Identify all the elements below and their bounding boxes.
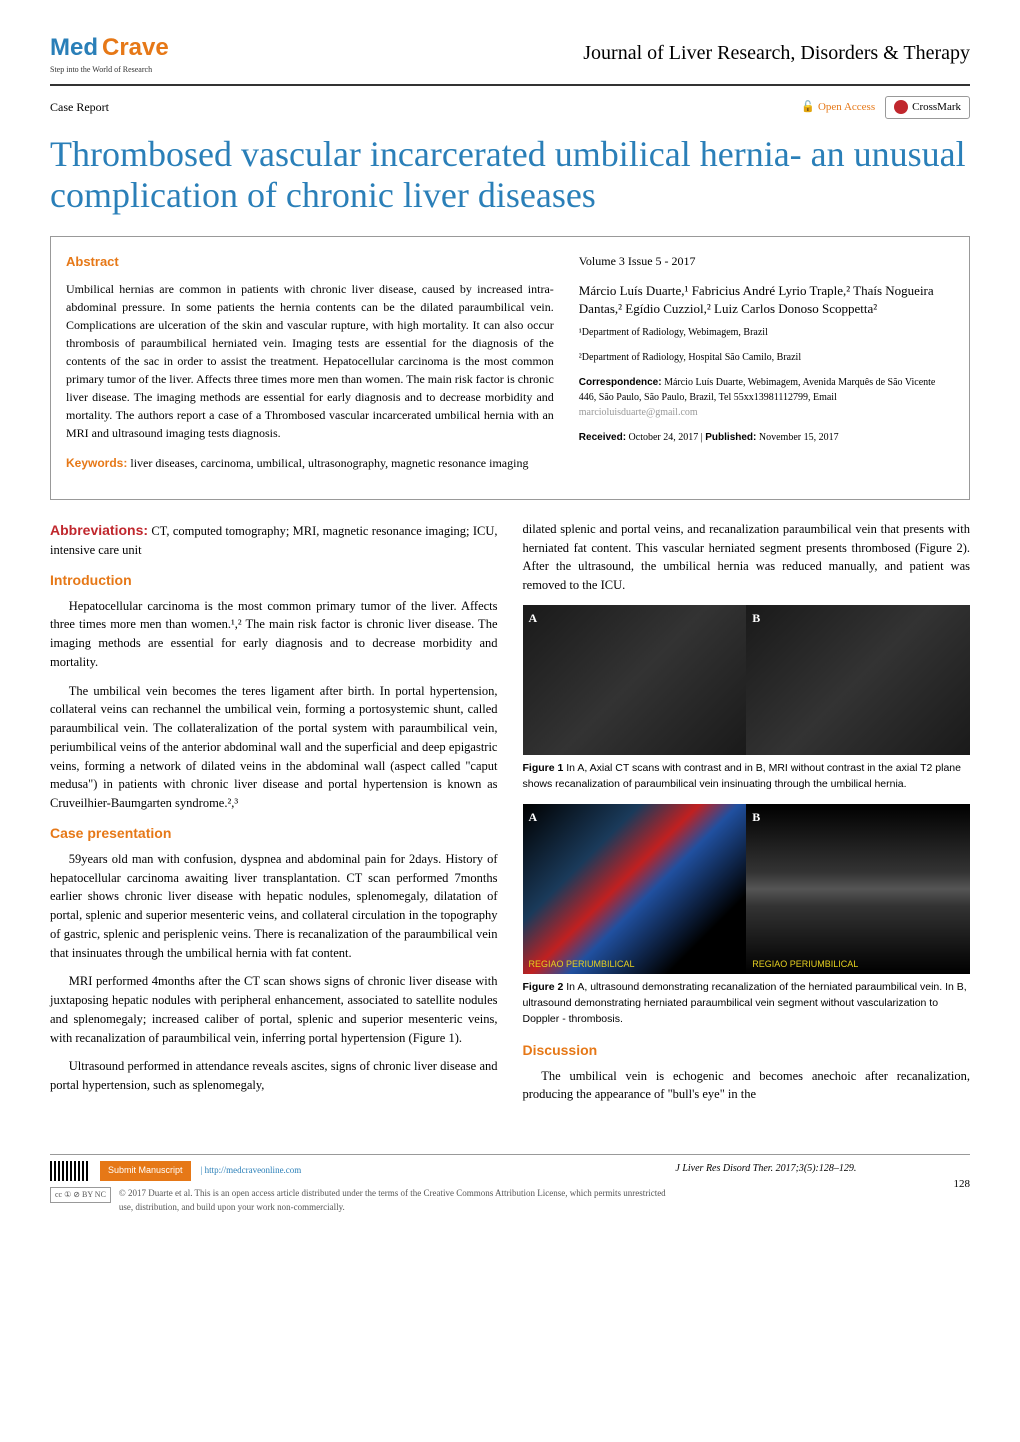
- lock-open-icon: 🔓: [801, 99, 815, 116]
- discussion-heading: Discussion: [523, 1040, 971, 1061]
- abbreviations: Abbreviations: CT, computed tomography; …: [50, 520, 498, 560]
- abstract-left: Abstract Umbilical hernias are common in…: [66, 252, 554, 484]
- figure-1-panel-a: A: [523, 605, 747, 755]
- open-access-label: Open Access: [818, 99, 875, 116]
- discussion-p1: The umbilical vein is echogenic and beco…: [523, 1067, 971, 1105]
- figure-2-label: Figure 2: [523, 981, 564, 993]
- introduction-heading: Introduction: [50, 570, 498, 591]
- logo: MedCrave: [50, 30, 169, 66]
- panel-label-a: A: [529, 609, 538, 627]
- crossmark-icon: [894, 100, 908, 114]
- footer-left-block: Submit Manuscript | http://medcraveonlin…: [50, 1161, 675, 1214]
- footer-left: Submit Manuscript | http://medcraveonlin…: [50, 1161, 675, 1181]
- figure-2-panel-a: A REGIAO PERIUMBILICAL: [523, 804, 747, 974]
- case-p1: 59years old man with confusion, dyspnea …: [50, 850, 498, 963]
- submit-label: Submit Manuscript: [108, 1165, 183, 1175]
- citation: J Liver Res Disord Ther. 2017;3(5):128–1…: [675, 1163, 856, 1174]
- intro-p1: Hepatocellular carcinoma is the most com…: [50, 597, 498, 672]
- badges: 🔓 Open Access CrossMark: [801, 96, 970, 119]
- panel-label-b: B: [752, 609, 760, 627]
- logo-block: MedCrave Step into the World of Research: [50, 30, 169, 76]
- logo-tagline: Step into the World of Research: [50, 64, 169, 76]
- authors: Márcio Luís Duarte,¹ Fabricius André Lyr…: [579, 282, 954, 318]
- received-date: October 24, 2017 |: [626, 432, 705, 443]
- figure-2: A REGIAO PERIUMBILICAL B REGIAO PERIUMBI…: [523, 804, 971, 974]
- keywords: Keywords: liver diseases, carcinoma, umb…: [66, 454, 554, 472]
- page-number: 128: [954, 1176, 971, 1193]
- abstract-right: Volume 3 Issue 5 - 2017 Márcio Luís Duar…: [579, 252, 954, 484]
- meta-row: Case Report 🔓 Open Access CrossMark: [50, 96, 970, 119]
- crossmark-badge[interactable]: CrossMark: [885, 96, 970, 119]
- header-bar: MedCrave Step into the World of Research…: [50, 30, 970, 86]
- correspondence: Correspondence: Márcio Luís Duarte, Webi…: [579, 375, 954, 420]
- left-column: Abbreviations: CT, computed tomography; …: [50, 520, 498, 1114]
- submit-manuscript-button[interactable]: Submit Manuscript: [100, 1161, 191, 1181]
- figure-2-panel-b: B REGIAO PERIUMBILICAL: [746, 804, 970, 974]
- correspondence-email: marcioluisduarte@gmail.com: [579, 407, 698, 418]
- submit-url: | http://medcraveonline.com: [201, 1164, 302, 1178]
- dates: Received: October 24, 2017 | Published: …: [579, 430, 954, 445]
- abstract-text: Umbilical hernias are common in patients…: [66, 280, 554, 442]
- crossmark-label: CrossMark: [912, 99, 961, 116]
- volume-issue: Volume 3 Issue 5 - 2017: [579, 252, 954, 270]
- figure-2-caption: Figure 2 In A, ultrasound demonstrating …: [523, 980, 971, 1027]
- figure-1: A B: [523, 605, 971, 755]
- intro-p2: The umbilical vein becomes the teres lig…: [50, 682, 498, 813]
- footer-license: cc ① ⊘ BY NC © 2017 Duarte et al. This i…: [50, 1187, 675, 1214]
- region-label-b: REGIAO PERIUMBILICAL: [752, 958, 858, 972]
- abbreviations-label: Abbreviations:: [50, 522, 148, 538]
- panel-label-a2: A: [529, 808, 538, 826]
- logo-med: Med: [50, 30, 98, 66]
- article-type: Case Report: [50, 98, 109, 116]
- received-label: Received:: [579, 432, 626, 443]
- affiliation-1: ¹Department of Radiology, Webimagem, Bra…: [579, 325, 954, 340]
- abstract-box: Abstract Umbilical hernias are common in…: [50, 236, 970, 500]
- affiliation-2: ²Department of Radiology, Hospital São C…: [579, 350, 954, 365]
- case-p2: MRI performed 4months after the CT scan …: [50, 972, 498, 1047]
- case-presentation-heading: Case presentation: [50, 823, 498, 844]
- case-p3: Ultrasound performed in attendance revea…: [50, 1057, 498, 1095]
- published-date: November 15, 2017: [756, 432, 838, 443]
- correspondence-label: Correspondence:: [579, 377, 662, 388]
- figure-1-caption: Figure 1 In A, Axial CT scans with contr…: [523, 761, 971, 793]
- logo-crave: Crave: [102, 30, 169, 66]
- figure-2-caption-text: In A, ultrasound demonstrating recanaliz…: [523, 981, 967, 1025]
- col2-p1: dilated splenic and portal veins, and re…: [523, 520, 971, 595]
- keywords-label: Keywords:: [66, 456, 127, 470]
- right-column: dilated splenic and portal veins, and re…: [523, 520, 971, 1114]
- cc-badge: cc ① ⊘ BY NC: [50, 1187, 111, 1203]
- footer-right: J Liver Res Disord Ther. 2017;3(5):128–1…: [675, 1161, 970, 1193]
- abstract-heading: Abstract: [66, 252, 554, 272]
- copyright-text: © 2017 Duarte et al. This is an open acc…: [119, 1187, 675, 1214]
- journal-name: Journal of Liver Research, Disorders & T…: [583, 38, 970, 68]
- region-label-a: REGIAO PERIUMBILICAL: [529, 958, 635, 972]
- figure-1-caption-text: In A, Axial CT scans with contrast and i…: [523, 762, 962, 790]
- open-access-badge: 🔓 Open Access: [801, 99, 875, 116]
- footer: Submit Manuscript | http://medcraveonlin…: [50, 1154, 970, 1214]
- figure-1-label: Figure 1: [523, 762, 564, 774]
- figure-1-panel-b: B: [746, 605, 970, 755]
- keywords-text: liver diseases, carcinoma, umbilical, ul…: [127, 456, 528, 470]
- article-title: Thrombosed vascular incarcerated umbilic…: [50, 134, 970, 217]
- panel-label-b2: B: [752, 808, 760, 826]
- barcode-icon: [50, 1161, 90, 1181]
- published-label: Published:: [705, 432, 756, 443]
- two-column-body: Abbreviations: CT, computed tomography; …: [50, 520, 970, 1114]
